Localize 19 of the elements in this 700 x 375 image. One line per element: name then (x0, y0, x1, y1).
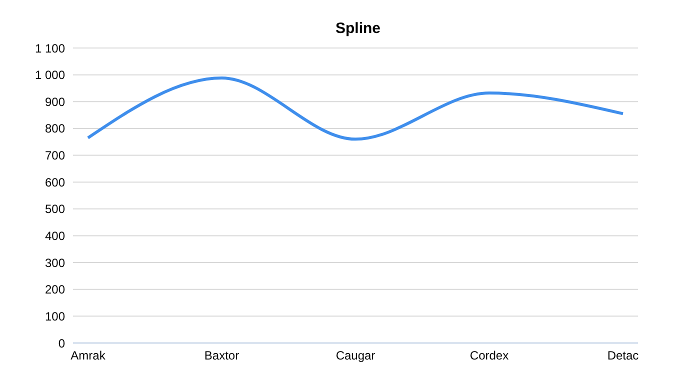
y-tick-label: 100 (44, 309, 66, 324)
y-tick-label: 1 100 (34, 41, 66, 56)
y-tick-label: 900 (44, 94, 66, 109)
x-tick-label: Amrak (70, 348, 106, 363)
line-series (86, 76, 624, 141)
x-tick-label: Caugar (336, 348, 376, 363)
y-tick-label: 800 (44, 122, 66, 136)
y-tick-label: 700 (44, 148, 66, 163)
x-tick-label: Detac (607, 348, 639, 363)
y-tick-label: 400 (44, 228, 66, 243)
x-tick-label: Baxtor (204, 348, 240, 363)
y-tick-label: 500 (44, 202, 66, 216)
y-tick-label: 0 (58, 336, 66, 350)
y-tick-label: 300 (44, 256, 66, 270)
chart-title: Spline (334, 20, 382, 37)
y-tick-label: 1 000 (34, 68, 66, 82)
x-tick-label: Cordex (470, 348, 509, 363)
y-tick-label: 200 (44, 282, 66, 297)
y-tick-label: 600 (44, 175, 66, 190)
